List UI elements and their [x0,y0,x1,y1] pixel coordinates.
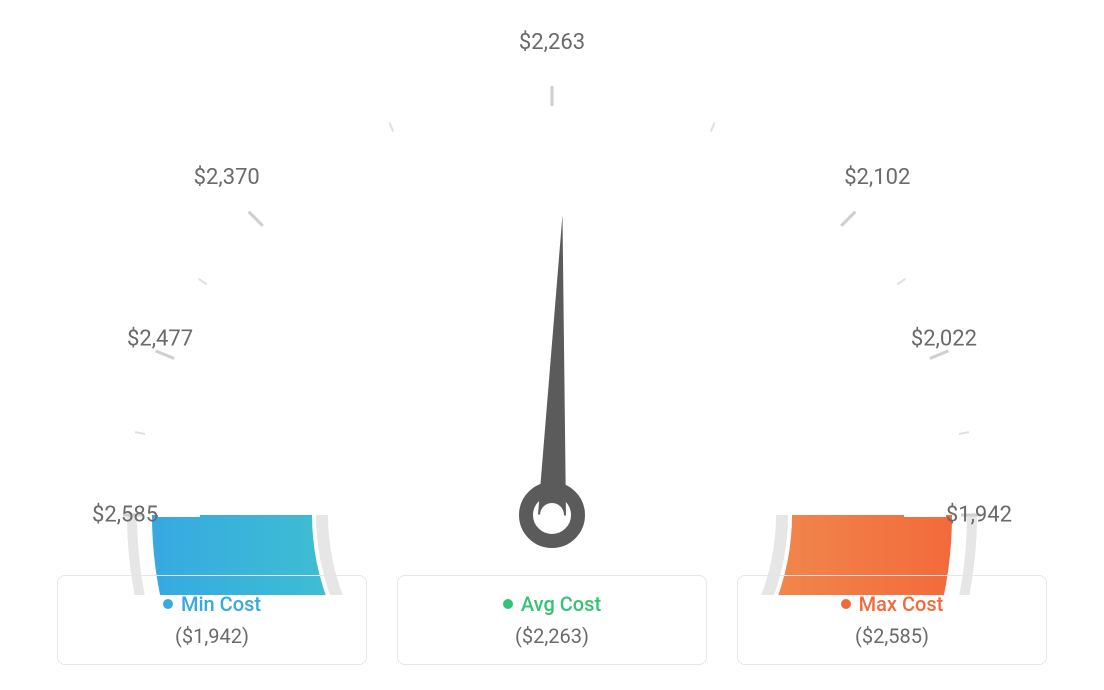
legend-card-min: Min Cost ($1,942) [57,575,367,665]
tick-label: $2,102 [844,165,910,190]
legend-title-min: Min Cost [163,592,261,616]
gauge-svg [47,50,1057,595]
legend-title-min-text: Min Cost [181,592,261,616]
legend-value-max: ($2,585) [855,624,929,648]
legend-title-max-text: Max Cost [859,592,944,616]
legend-title-avg: Avg Cost [503,592,601,616]
legend-row: Min Cost ($1,942) Avg Cost ($2,263) Max … [0,575,1104,665]
legend-value-avg: ($2,263) [515,624,589,648]
legend-title-max: Max Cost [841,592,944,616]
legend-dot-min [163,599,173,609]
tick-label: $2,477 [127,326,193,351]
tick-label: $1,942 [946,503,1012,528]
legend-title-avg-text: Avg Cost [521,592,601,616]
legend-dot-max [841,599,851,609]
legend-dot-avg [503,599,513,609]
legend-card-max: Max Cost ($2,585) [737,575,1047,665]
gauge-chart: $1,942 $2,022 $2,102 $2,263 $2,370 $2,477 $2,5… [0,0,1104,560]
legend-value-min: ($1,942) [175,624,249,648]
tick-label: $2,370 [194,165,260,190]
tick-label: $2,263 [519,30,585,55]
tick-label: $2,022 [911,326,977,351]
legend-card-avg: Avg Cost ($2,263) [397,575,707,665]
tick-label: $2,585 [92,503,158,528]
